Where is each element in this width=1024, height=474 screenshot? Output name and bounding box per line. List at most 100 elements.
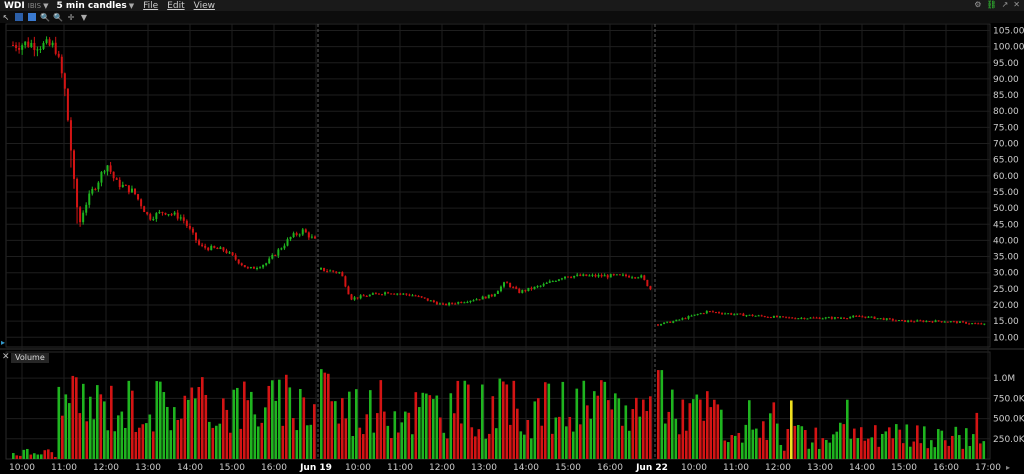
time-tick-label: 10:00 — [9, 463, 35, 473]
zoom-out-icon[interactable]: 🔍 — [53, 12, 63, 22]
volume-bar — [937, 429, 940, 459]
candle-body — [414, 295, 417, 297]
volume-bar — [505, 384, 509, 459]
candle-body — [515, 287, 518, 289]
volume-bar — [190, 387, 194, 459]
candle-body — [27, 41, 30, 47]
candle-body — [730, 313, 733, 315]
chevron-down-icon[interactable]: ▼ — [43, 1, 49, 10]
interval-selector[interactable]: 5 min candles — [56, 0, 127, 11]
candle-body — [557, 279, 560, 281]
candle-body — [684, 318, 687, 320]
more-chevron-down-icon[interactable]: ▼ — [80, 12, 88, 22]
candle-body — [901, 320, 903, 322]
volume-bar — [638, 416, 642, 459]
volume-bar — [274, 400, 278, 459]
volume-bar — [695, 394, 699, 459]
candle-body — [310, 236, 313, 238]
crosshair-icon[interactable]: ✛ — [67, 12, 75, 22]
zoom-in-icon[interactable]: 🔍 — [40, 12, 50, 22]
candle-body — [167, 214, 170, 216]
candle-body — [699, 313, 702, 315]
volume-bar — [131, 390, 134, 459]
volume-bar — [397, 432, 400, 459]
volume-bar — [327, 373, 330, 459]
time-tick-label: Jun 22 — [635, 463, 668, 473]
candle-body — [445, 303, 448, 306]
chart-type-icon[interactable] — [15, 13, 23, 21]
candle-body — [754, 315, 757, 317]
cursor-icon[interactable]: ↖ — [2, 12, 10, 22]
study-icon[interactable] — [28, 13, 36, 21]
candle-body — [503, 282, 505, 287]
candle-body — [714, 312, 717, 314]
candle-body — [63, 73, 66, 89]
candle-body — [718, 312, 720, 314]
price-tick-label: 30.00 — [993, 269, 1019, 279]
candle-body — [582, 274, 585, 276]
close-icon[interactable]: ✕ — [1013, 0, 1020, 9]
volume-bar — [624, 405, 628, 459]
volume-bar — [667, 411, 671, 459]
volume-bar — [884, 431, 888, 459]
candle-body — [283, 245, 286, 249]
close-volume-icon[interactable]: ✕ — [2, 352, 10, 362]
volume-bar — [432, 399, 435, 459]
volume-bar — [488, 433, 491, 459]
candle-body — [585, 274, 588, 277]
candle-body — [371, 293, 374, 295]
candle-body — [861, 316, 864, 318]
time-tick-label: 16:00 — [933, 463, 959, 473]
candle-body — [631, 277, 634, 279]
candle-body — [791, 317, 794, 319]
volume-bar — [358, 427, 362, 459]
volume-bar — [589, 418, 593, 459]
volume-bar — [460, 423, 463, 459]
volume-bar — [881, 433, 884, 459]
volume-bar — [246, 400, 250, 459]
volume-bar — [173, 407, 176, 459]
volume-bar — [877, 446, 881, 459]
candle-body — [512, 287, 515, 289]
candle-body — [690, 315, 693, 317]
volume-bar — [467, 384, 470, 459]
external-icon[interactable]: ↗ — [1001, 0, 1009, 9]
menu-view[interactable]: View — [193, 0, 215, 11]
link-icon[interactable]: ⛓ — [986, 0, 997, 9]
candle-body — [615, 274, 618, 276]
candle-body — [207, 247, 210, 251]
volume-bar — [341, 398, 344, 459]
symbol-label[interactable]: WDI — [4, 0, 25, 11]
candle-body — [533, 286, 536, 290]
interval-chevron-down-icon[interactable]: ▼ — [128, 1, 135, 10]
candle-body — [609, 274, 612, 278]
volume-bar — [617, 398, 621, 459]
candle-body — [806, 318, 809, 320]
volume-bar — [888, 427, 891, 459]
gear-icon[interactable]: ⚙ — [974, 0, 982, 9]
candle-body — [130, 188, 133, 193]
menu-edit[interactable]: Edit — [167, 0, 185, 11]
candle-body — [15, 45, 18, 48]
price-panel-frame — [5, 23, 991, 348]
volume-bar — [295, 430, 299, 459]
volume-tick-label: 500.0K — [993, 415, 1024, 425]
candle-body — [454, 303, 457, 305]
menu-file[interactable]: File — [143, 0, 159, 11]
price-tick-label: 45.00 — [993, 220, 1019, 230]
volume-bar — [814, 427, 818, 459]
candle-body — [292, 233, 295, 237]
candle-body — [955, 321, 958, 323]
volume-bar — [730, 435, 734, 459]
candle-body — [766, 316, 769, 318]
volume-bar — [688, 403, 692, 459]
volume-bar — [267, 385, 271, 459]
time-tick-label: 15:00 — [555, 463, 581, 473]
volume-bar — [89, 396, 92, 459]
candle-body — [210, 245, 213, 251]
volume-bar — [225, 409, 229, 459]
volume-bar — [702, 420, 706, 459]
volume-bar — [839, 422, 842, 459]
candle-body — [179, 217, 182, 219]
